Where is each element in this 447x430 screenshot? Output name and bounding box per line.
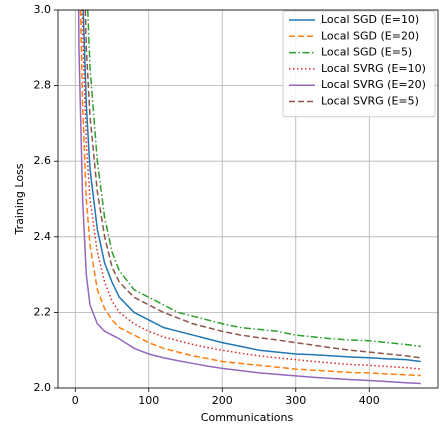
x-tick-label: 0: [72, 394, 79, 407]
series-line: [84, 10, 421, 359]
legend-label: Local SGD (E=10): [321, 13, 419, 26]
legend-label: Local SVRG (E=5): [321, 95, 419, 108]
x-tick-label: 300: [285, 394, 306, 407]
legend-label: Local SGD (E=5): [321, 46, 412, 59]
legend-label: Local SGD (E=20): [321, 29, 419, 42]
series-line: [77, 10, 421, 385]
series-line: [87, 10, 421, 348]
x-axis-label: Communications: [201, 411, 294, 424]
x-tick-label: 200: [212, 394, 233, 407]
y-tick-label: 2.8: [34, 79, 52, 92]
legend-label: Local SVRG (E=20): [321, 78, 426, 91]
legend-box: [282, 10, 436, 118]
legend-label: Local SVRG (E=10): [321, 62, 426, 75]
y-axis-label: Training Loss: [13, 163, 26, 235]
y-tick-label: 2.0: [34, 381, 52, 394]
plot-frame: [57, 9, 439, 389]
y-tick-label: 2.4: [34, 230, 52, 243]
y-tick-label: 2.2: [34, 305, 52, 318]
series-line: [82, 10, 421, 363]
y-tick-label: 2.6: [34, 154, 52, 167]
series-line: [81, 10, 421, 370]
y-tick-label: 3.0: [34, 3, 52, 16]
plot-lines: [77, 10, 421, 385]
x-tick-label: 400: [359, 394, 380, 407]
x-tick-label: 100: [138, 394, 159, 407]
